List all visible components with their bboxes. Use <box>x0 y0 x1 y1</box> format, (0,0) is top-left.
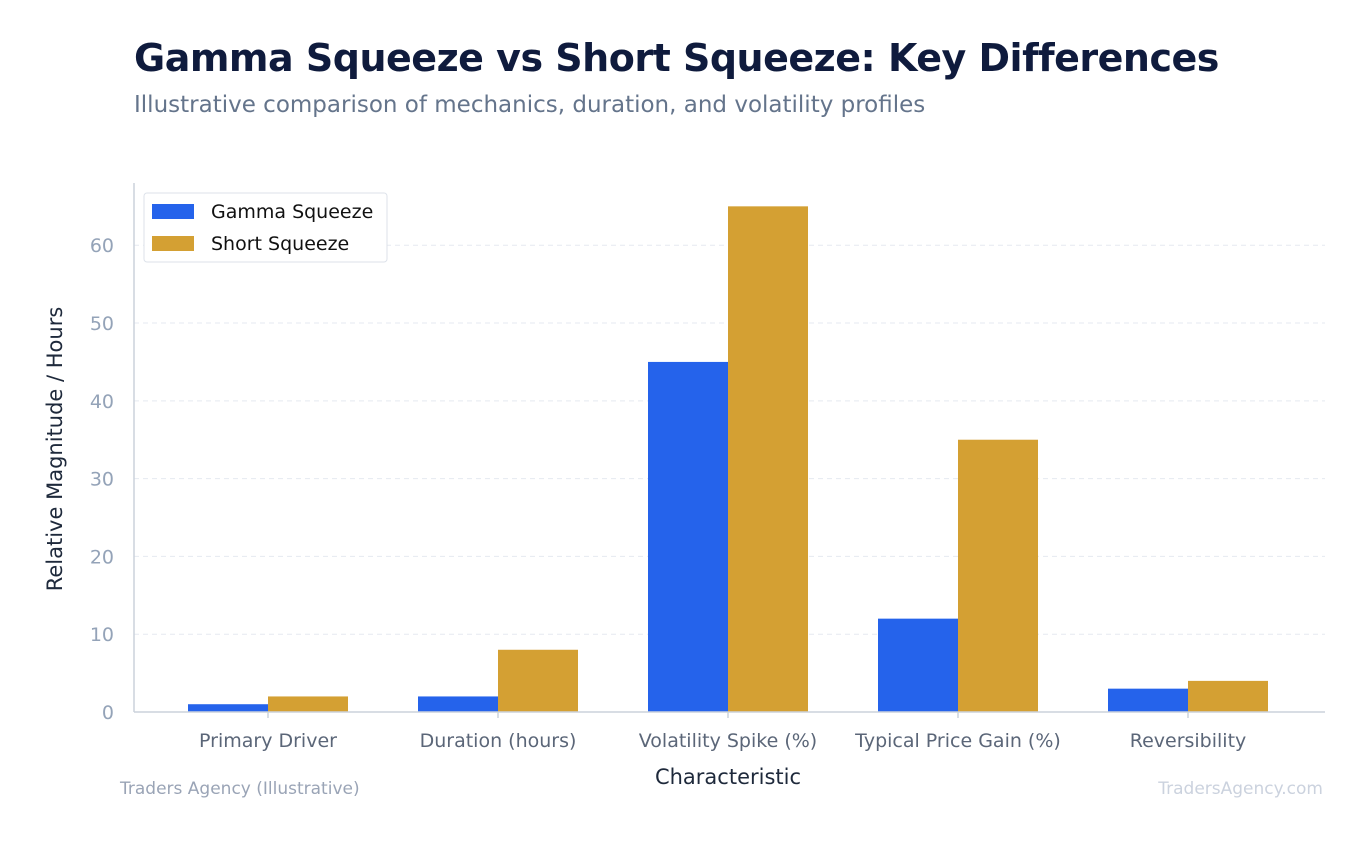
y-tick-label: 20 <box>90 546 114 568</box>
legend-swatch-short <box>152 236 194 251</box>
legend-label: Short Squeeze <box>211 233 349 255</box>
y-axis-label: Relative Magnitude / Hours <box>43 307 67 592</box>
y-tick-label: 60 <box>90 235 114 257</box>
y-tick-label: 0 <box>102 702 114 724</box>
x-tick-label: Volatility Spike (%) <box>639 730 817 752</box>
chart-title: Gamma Squeeze vs Short Squeeze: Key Diff… <box>134 36 1219 80</box>
legend-box <box>143 192 388 263</box>
x-axis-label: Characteristic <box>655 765 801 789</box>
bars <box>188 206 1268 712</box>
source-note: Traders Agency (Illustrative) <box>120 779 360 799</box>
y-tick-label: 40 <box>90 391 114 413</box>
bar-gamma-4 <box>1108 688 1188 712</box>
bar-gamma-3 <box>878 618 958 712</box>
bar-short-2 <box>728 206 808 712</box>
bar-gamma-1 <box>418 696 498 712</box>
bar-short-4 <box>1188 680 1268 712</box>
x-tick-labels: Primary Driver Duration (hours) Volatility… <box>199 730 1246 752</box>
x-tick-label: Primary Driver <box>199 730 337 752</box>
y-tick-label: 10 <box>90 624 114 646</box>
bar-gamma-0 <box>188 704 268 712</box>
bar-gamma-2 <box>648 361 728 712</box>
bar-short-0 <box>268 696 348 712</box>
x-tick-label: Duration (hours) <box>420 730 577 752</box>
y-tick-label: 30 <box>90 469 114 491</box>
legend: Gamma Squeeze Short Squeeze <box>143 192 388 263</box>
x-tick-label: Typical Price Gain (%) <box>854 730 1061 752</box>
chart-subtitle: Illustrative comparison of mechanics, du… <box>134 92 926 118</box>
y-tick-labels: 0 10 20 30 40 50 60 <box>90 235 114 724</box>
axes <box>133 183 1325 718</box>
legend-swatch-gamma <box>152 204 194 219</box>
legend-label: Gamma Squeeze <box>211 201 373 223</box>
bar-short-3 <box>958 439 1038 712</box>
x-tick-label: Reversibility <box>1130 730 1247 752</box>
watermark: TradersAgency.com <box>1158 779 1323 799</box>
bar-short-1 <box>498 649 578 712</box>
y-tick-label: 50 <box>90 313 114 335</box>
